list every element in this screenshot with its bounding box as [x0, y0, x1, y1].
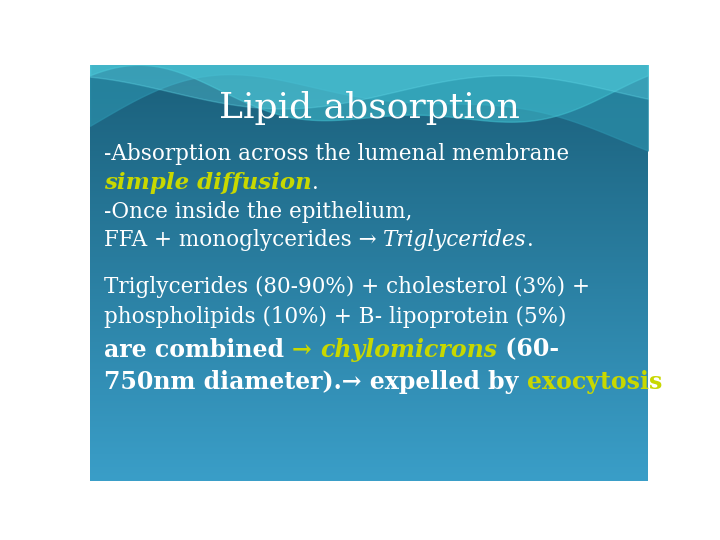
Text: →: →	[292, 338, 320, 362]
Text: .: .	[527, 230, 534, 251]
Text: chylomicrons: chylomicrons	[320, 338, 498, 362]
Text: -Absorption across the lumenal membrane: -Absorption across the lumenal membrane	[104, 143, 569, 165]
Text: are combined: are combined	[104, 338, 292, 362]
Text: -Once inside the epithelium,: -Once inside the epithelium,	[104, 201, 413, 224]
Text: phospholipids (10%) + B- lipoprotein (5%): phospholipids (10%) + B- lipoprotein (5%…	[104, 306, 567, 328]
Text: .: .	[312, 172, 318, 194]
Text: exocytosis: exocytosis	[526, 370, 662, 394]
Text: Triglycerides: Triglycerides	[384, 230, 527, 251]
Text: Triglycerides (80-90%) + cholesterol (3%) +: Triglycerides (80-90%) + cholesterol (3%…	[104, 276, 590, 298]
Text: FFA + monoglycerides →: FFA + monoglycerides →	[104, 230, 384, 251]
Text: (60-: (60-	[498, 338, 559, 362]
Text: simple diffusion: simple diffusion	[104, 172, 312, 194]
Text: Lipid absorption: Lipid absorption	[219, 91, 519, 125]
Text: 750nm diameter).→ expelled by: 750nm diameter).→ expelled by	[104, 370, 526, 394]
